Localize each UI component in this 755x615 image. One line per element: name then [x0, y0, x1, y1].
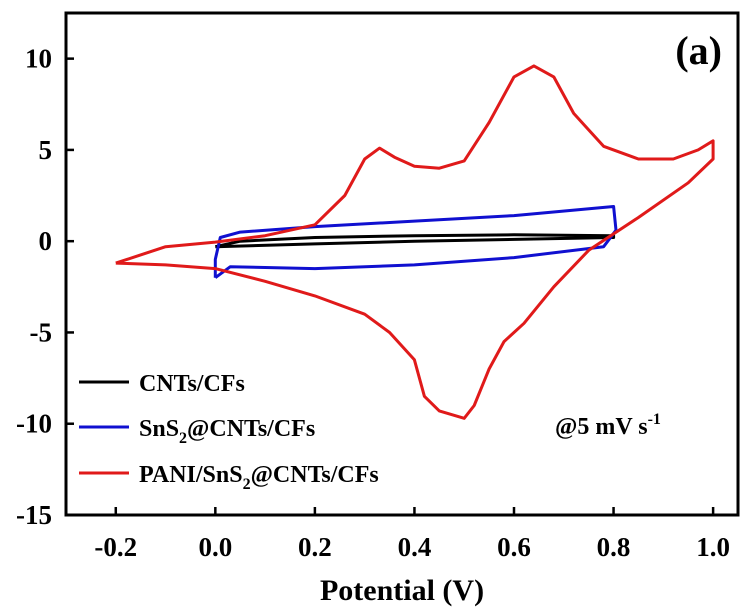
y-tick-label: 5: [39, 135, 53, 165]
series-layer: [115, 64, 715, 420]
legend-label-pani-sns2-cnts-cfs: PANI/SnS2@CNTs/CFs: [139, 462, 379, 493]
series-line-sns2-cnts-cfs: [213, 205, 618, 279]
plot-frame: [64, 11, 740, 517]
y-tick-label: 10: [25, 44, 52, 74]
x-tick-label: 0.8: [597, 532, 631, 562]
x-tick-label: -0.2: [94, 532, 137, 562]
legend-label-cnts-cfs: CNTs/CFs: [139, 371, 245, 397]
x-axis-title: Potential (V): [320, 574, 484, 607]
y-tick-label: -10: [16, 409, 52, 439]
legend: CNTs/CFs SnS2@CNTs/CFs PANI/SnS2@CNTs/CFs: [79, 371, 379, 493]
x-tick-label: 0.2: [298, 532, 332, 562]
x-tick-label: 0.6: [497, 532, 531, 562]
legend-label-sns2-cnts-cfs: SnS2@CNTs/CFs: [139, 416, 315, 447]
panel-label: (a): [675, 28, 722, 73]
x-tick-label: 1.0: [696, 532, 730, 562]
x-tick-label: 0.0: [198, 532, 232, 562]
scan-rate-annotation: @5 mV s-1: [555, 411, 661, 440]
scan-rate-text: @5 mV s: [555, 414, 648, 440]
tick-layer: -0.2 0.0 0.2 0.4 0.6 0.8 1.0 -15 -10 -5 0 5 10: [16, 44, 730, 562]
series-line-cnts-cfs: [214, 233, 616, 249]
series-line-pani-sns2-cnts-cfs: [115, 64, 715, 420]
y-tick-label: -15: [16, 500, 52, 530]
x-tick-label: 0.4: [398, 532, 432, 562]
y-tick-label: 0: [39, 226, 53, 256]
y-tick-label: -5: [30, 317, 53, 347]
scan-rate-superscript: -1: [648, 411, 661, 428]
